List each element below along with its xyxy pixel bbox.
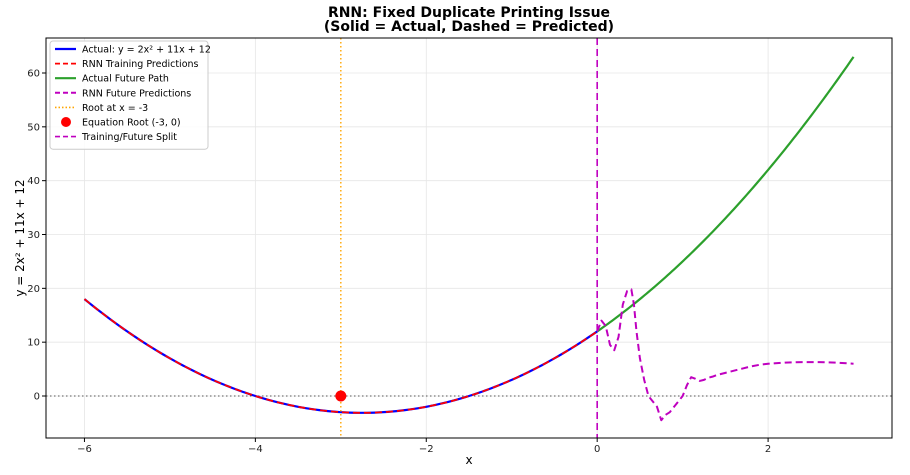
legend-label: RNN Training Predictions — [82, 59, 199, 70]
legend-box — [49, 40, 209, 150]
y-axis-label: y = 2x² + 11x + 12 — [13, 179, 27, 296]
x-tick-label: 0 — [594, 444, 600, 455]
y-tick-label: 10 — [27, 338, 40, 349]
legend-label: Actual: y = 2x² + 11x + 12 — [82, 45, 211, 56]
y-tick-label: 50 — [27, 122, 40, 133]
x-tick-label: −6 — [77, 444, 92, 455]
series-rnn-future-predictions — [596, 288, 854, 422]
legend: Actual: y = 2x² + 11x + 12 RNN Training P… — [49, 40, 211, 150]
x-tick-label: 2 — [765, 444, 771, 455]
x-tick-label: −2 — [419, 444, 434, 455]
plot-frame — [45, 37, 893, 439]
x-axis-label: x — [465, 453, 472, 467]
x-tick-label: −4 — [248, 444, 263, 455]
series-equation-root-3-0 — [335, 390, 347, 402]
series-actual-future-path — [596, 56, 855, 333]
legend-label: Root at x = -3 — [82, 103, 148, 114]
y-tick-label: 30 — [27, 230, 40, 241]
y-tick-label: 40 — [27, 176, 40, 187]
y-tick-label: 0 — [34, 392, 40, 403]
legend-label: Training/Future Split — [81, 132, 177, 143]
y-tick-label: 20 — [27, 284, 40, 295]
series-rnn-training-predictions — [83, 298, 598, 414]
chart-subtitle: (Solid = Actual, Dashed = Predicted) — [324, 19, 614, 35]
chart-title: RNN: Fixed Duplicate Printing Issue — [328, 5, 610, 21]
legend-label: Actual Future Path — [82, 74, 169, 85]
legend-label: Equation Root (-3, 0) — [82, 118, 181, 129]
legend-swatch — [61, 117, 71, 127]
legend-label: RNN Future Predictions — [82, 88, 191, 99]
y-tick-label: 60 — [27, 68, 40, 79]
plot-area — [46, 38, 892, 438]
